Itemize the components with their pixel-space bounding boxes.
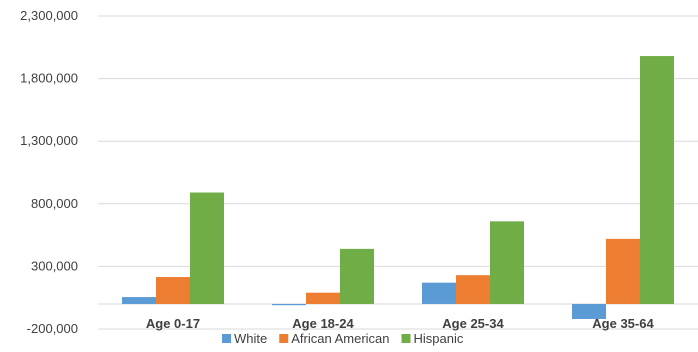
- legend: White African American Hispanic: [222, 331, 464, 346]
- bar-hispanic-2: [490, 221, 524, 304]
- bar-white-3: [572, 303, 606, 319]
- bar-white-2: [422, 282, 456, 304]
- bar-african-american-2: [456, 275, 490, 304]
- x-category-label: Age 0-17: [146, 316, 200, 331]
- bar-hispanic-0: [190, 192, 224, 304]
- legend-item: Hispanic: [401, 331, 464, 346]
- bar-hispanic-3: [640, 56, 674, 304]
- bar-african-american-0: [156, 277, 190, 304]
- legend-label: White: [234, 331, 267, 346]
- legend-swatch: [279, 334, 289, 343]
- y-tick-label: 2,300,000: [20, 8, 78, 23]
- bars: [122, 56, 674, 319]
- x-category-label: Age 35-64: [592, 316, 654, 331]
- legend-swatch: [401, 334, 411, 343]
- y-tick-label: 1,300,000: [20, 133, 78, 148]
- y-tick-label: -200,000: [27, 321, 78, 336]
- legend-label: African American: [291, 331, 389, 346]
- bar-white-0: [122, 297, 156, 304]
- legend-swatch: [222, 334, 231, 343]
- y-tick-label: 800,000: [31, 196, 78, 211]
- bar-hispanic-1: [340, 248, 374, 304]
- y-axis: -200,000 300,000 800,000 1,300,000 1,800,000…: [20, 8, 78, 336]
- x-axis: Age 0-17 Age 18-24 Age 25-34 Age 35-64: [146, 316, 655, 331]
- bar-african-american-3: [606, 238, 640, 304]
- x-category-label: Age 25-34: [442, 316, 504, 331]
- bar-white-1: [272, 303, 306, 306]
- legend-item: White: [222, 331, 267, 346]
- legend-item: African American: [279, 331, 390, 346]
- y-tick-label: 1,800,000: [20, 71, 78, 86]
- legend-label: Hispanic: [414, 331, 464, 346]
- y-tick-label: 300,000: [31, 258, 78, 273]
- x-category-label: Age 18-24: [292, 316, 354, 331]
- bar-african-american-1: [306, 292, 340, 304]
